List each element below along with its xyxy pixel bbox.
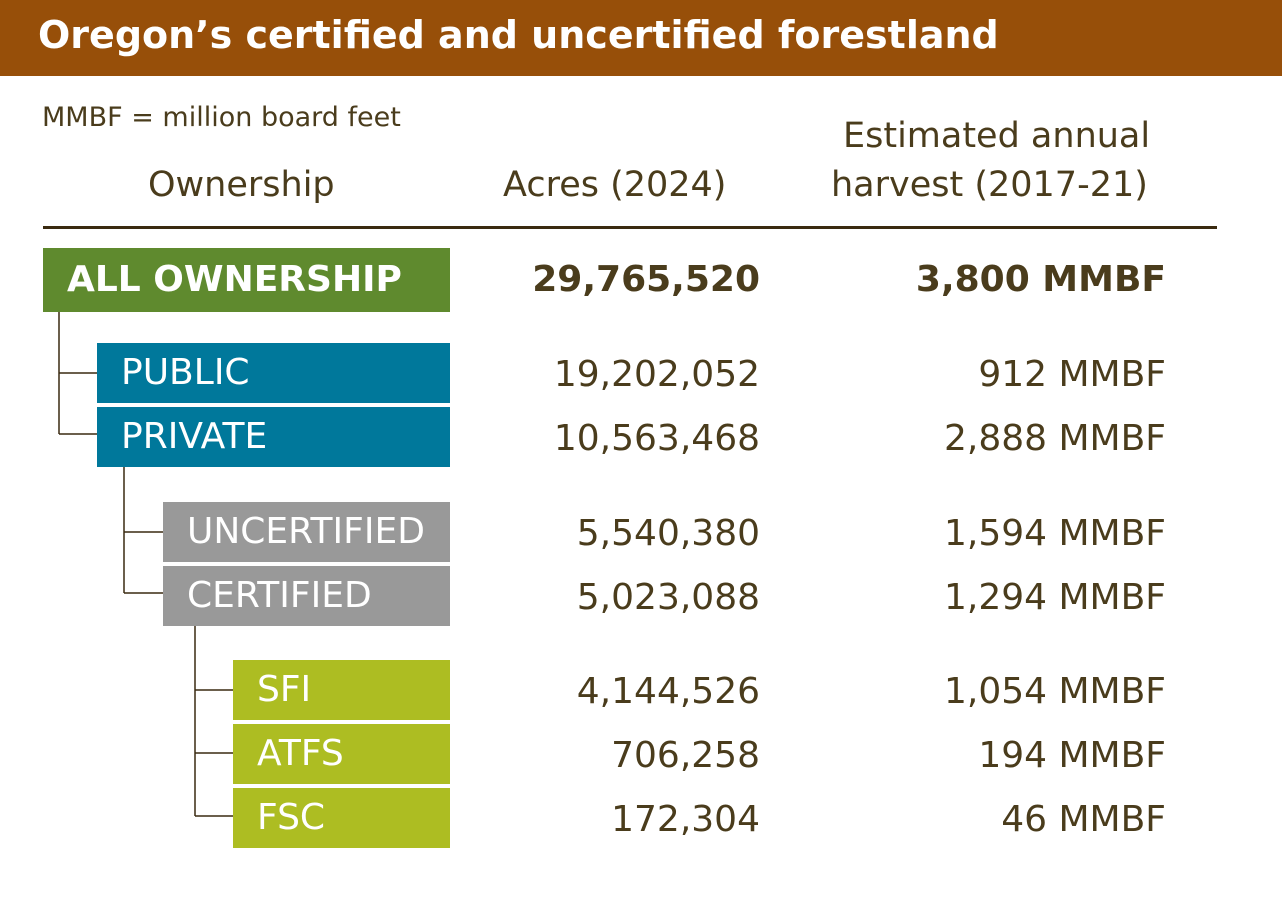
harvest-value: 46 MMBF xyxy=(1001,799,1166,840)
header-rule xyxy=(43,226,1217,229)
acres-value: 29,765,520 xyxy=(532,259,760,300)
column-header-harvest-line1: Estimated annual xyxy=(843,116,1151,156)
connector-level1 xyxy=(58,312,97,435)
harvest-value: 1,054 MMBF xyxy=(943,671,1166,712)
ownership-box-private: PRIVATE xyxy=(97,407,450,467)
harvest-value: 2,888 MMBF xyxy=(943,418,1166,459)
title-bar: Oregon’s certified and uncertified fores… xyxy=(0,0,1282,76)
connector-level3 xyxy=(194,626,233,817)
harvest-value: 194 MMBF xyxy=(978,735,1166,776)
acres-value: 4,144,526 xyxy=(576,671,760,712)
harvest-value: 3,800 MMBF xyxy=(915,259,1166,300)
unit-note: MMBF = million board feet xyxy=(42,102,401,133)
acres-value: 5,540,380 xyxy=(576,513,760,554)
acres-value: 19,202,052 xyxy=(553,354,760,395)
ownership-box-sfi: SFI xyxy=(233,660,450,720)
column-header-acres: Acres (2024) xyxy=(503,165,727,205)
ownership-box-uncertified: UNCERTIFIED xyxy=(163,502,450,562)
ownership-box-certified: CERTIFIED xyxy=(163,566,450,626)
ownership-box-public: PUBLIC xyxy=(97,343,450,403)
harvest-value: 912 MMBF xyxy=(978,354,1166,395)
connector-level2 xyxy=(123,467,163,594)
ownership-box-atfs: ATFS xyxy=(233,724,450,784)
column-header-ownership: Ownership xyxy=(148,165,335,205)
acres-value: 5,023,088 xyxy=(576,577,760,618)
acres-value: 172,304 xyxy=(611,799,760,840)
chart-title: Oregon’s certified and uncertified fores… xyxy=(38,13,999,57)
column-header-harvest-line2: harvest (2017-21) xyxy=(831,165,1148,205)
acres-value: 706,258 xyxy=(611,735,760,776)
ownership-box-all: ALL OWNERSHIP xyxy=(43,248,450,312)
acres-value: 10,563,468 xyxy=(553,418,760,459)
harvest-value: 1,294 MMBF xyxy=(943,577,1166,618)
harvest-value: 1,594 MMBF xyxy=(943,513,1166,554)
ownership-box-fsc: FSC xyxy=(233,788,450,848)
